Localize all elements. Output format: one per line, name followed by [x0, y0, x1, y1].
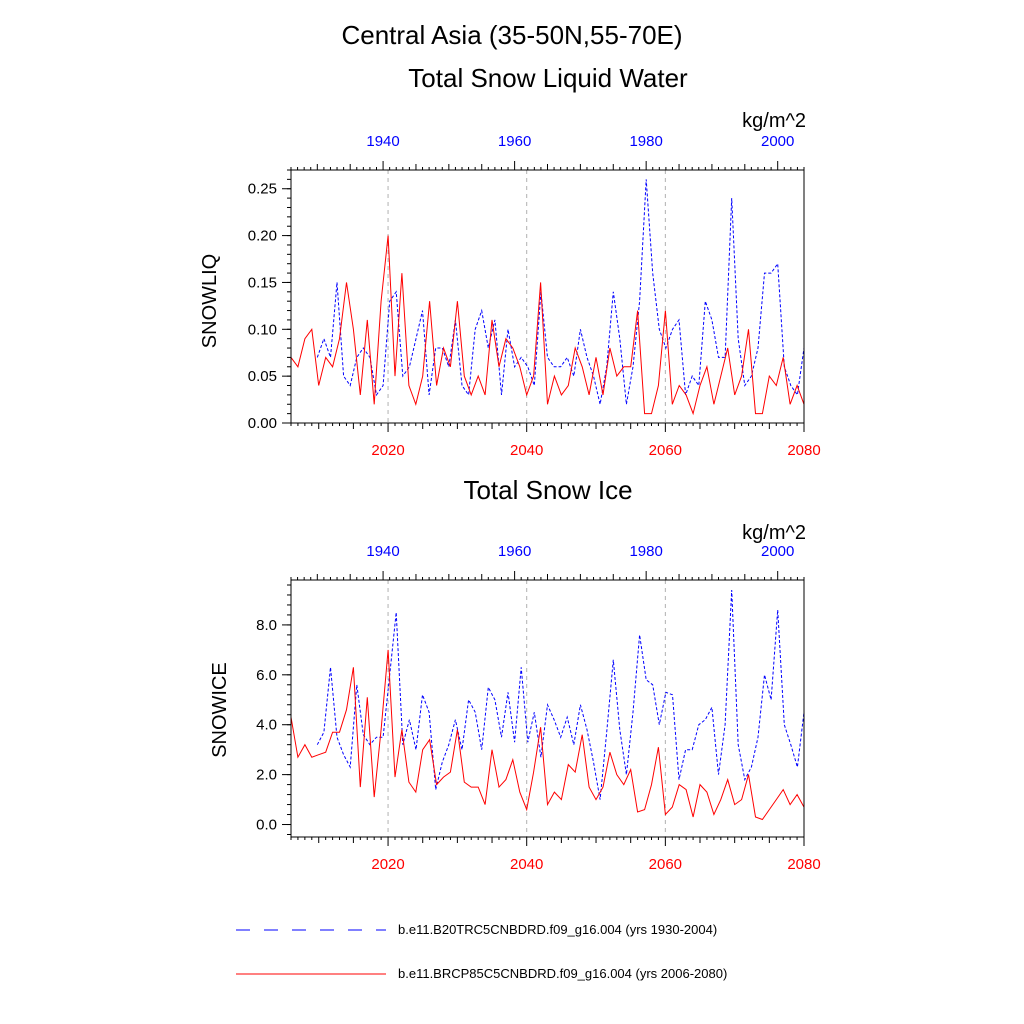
- y-tick-label: 2.0: [256, 767, 277, 784]
- y-tick-label: 0.10: [248, 321, 277, 338]
- plot-frame: [290, 169, 805, 424]
- region-title: Central Asia (35-50N,55-70E): [341, 20, 682, 50]
- series-line-rcp85: [290, 649, 805, 821]
- legend: b.e11.B20TRC5CNBDRD.f09_g16.004 (yrs 193…: [236, 922, 727, 981]
- x-bottom-tick-label: 2020: [371, 856, 404, 873]
- x-top-tick-label: 2000: [761, 543, 794, 560]
- y-tick-label: 4.0: [256, 717, 277, 734]
- x-top-tick-label: 2000: [761, 133, 794, 150]
- legend-label-historical: b.e11.B20TRC5CNBDRD.f09_g16.004 (yrs 193…: [398, 922, 717, 937]
- units-label: kg/m^2: [742, 522, 806, 544]
- y-tick-label: 0.25: [248, 181, 277, 198]
- x-bottom-tick-label: 2060: [649, 856, 682, 873]
- x-bottom-tick-label: 2080: [787, 442, 820, 459]
- chart-title: Total Snow Ice: [463, 475, 632, 505]
- x-top-tick-label: 1960: [498, 133, 531, 150]
- x-top-tick-label: 1980: [629, 543, 662, 560]
- x-top-tick-label: 1960: [498, 543, 531, 560]
- x-bottom-tick-label: 2080: [787, 856, 820, 873]
- x-top-tick-label: 1980: [629, 133, 662, 150]
- series-line-rcp85: [290, 235, 805, 416]
- snowice-panel: Total Snow Ice kg/m^2 SNOWICE 0.0 2.0 4.0 6…: [209, 475, 821, 873]
- x-bottom-tick-label: 2040: [510, 442, 543, 459]
- x-top-tick-label: 1940: [366, 543, 399, 560]
- snowliq-panel: Total Snow Liquid Water kg/m^2 SNOWLIQ 0…: [199, 63, 821, 459]
- y-tick-label: 0.05: [248, 368, 277, 385]
- series-line-historical: [316, 589, 805, 800]
- x-bottom-tick-label: 2060: [649, 442, 682, 459]
- units-label: kg/m^2: [742, 110, 806, 132]
- y-tick-label: 8.0: [256, 617, 277, 634]
- chart-title: Total Snow Liquid Water: [408, 63, 688, 93]
- x-top-tick-label: 1940: [366, 133, 399, 150]
- y-tick-label: 6.0: [256, 667, 277, 684]
- legend-label-rcp85: b.e11.BRCP85C5CNBDRD.f09_g16.004 (yrs 20…: [398, 966, 727, 981]
- y-axis-label: SNOWICE: [209, 662, 231, 758]
- y-tick-label: 0.00: [248, 415, 277, 432]
- y-tick-label: 0.20: [248, 228, 277, 245]
- x-bottom-tick-label: 2020: [371, 442, 404, 459]
- y-axis-label: SNOWLIQ: [199, 254, 221, 348]
- y-tick-label: 0.0: [256, 817, 277, 834]
- y-tick-label: 0.15: [248, 274, 277, 291]
- x-bottom-tick-label: 2040: [510, 856, 543, 873]
